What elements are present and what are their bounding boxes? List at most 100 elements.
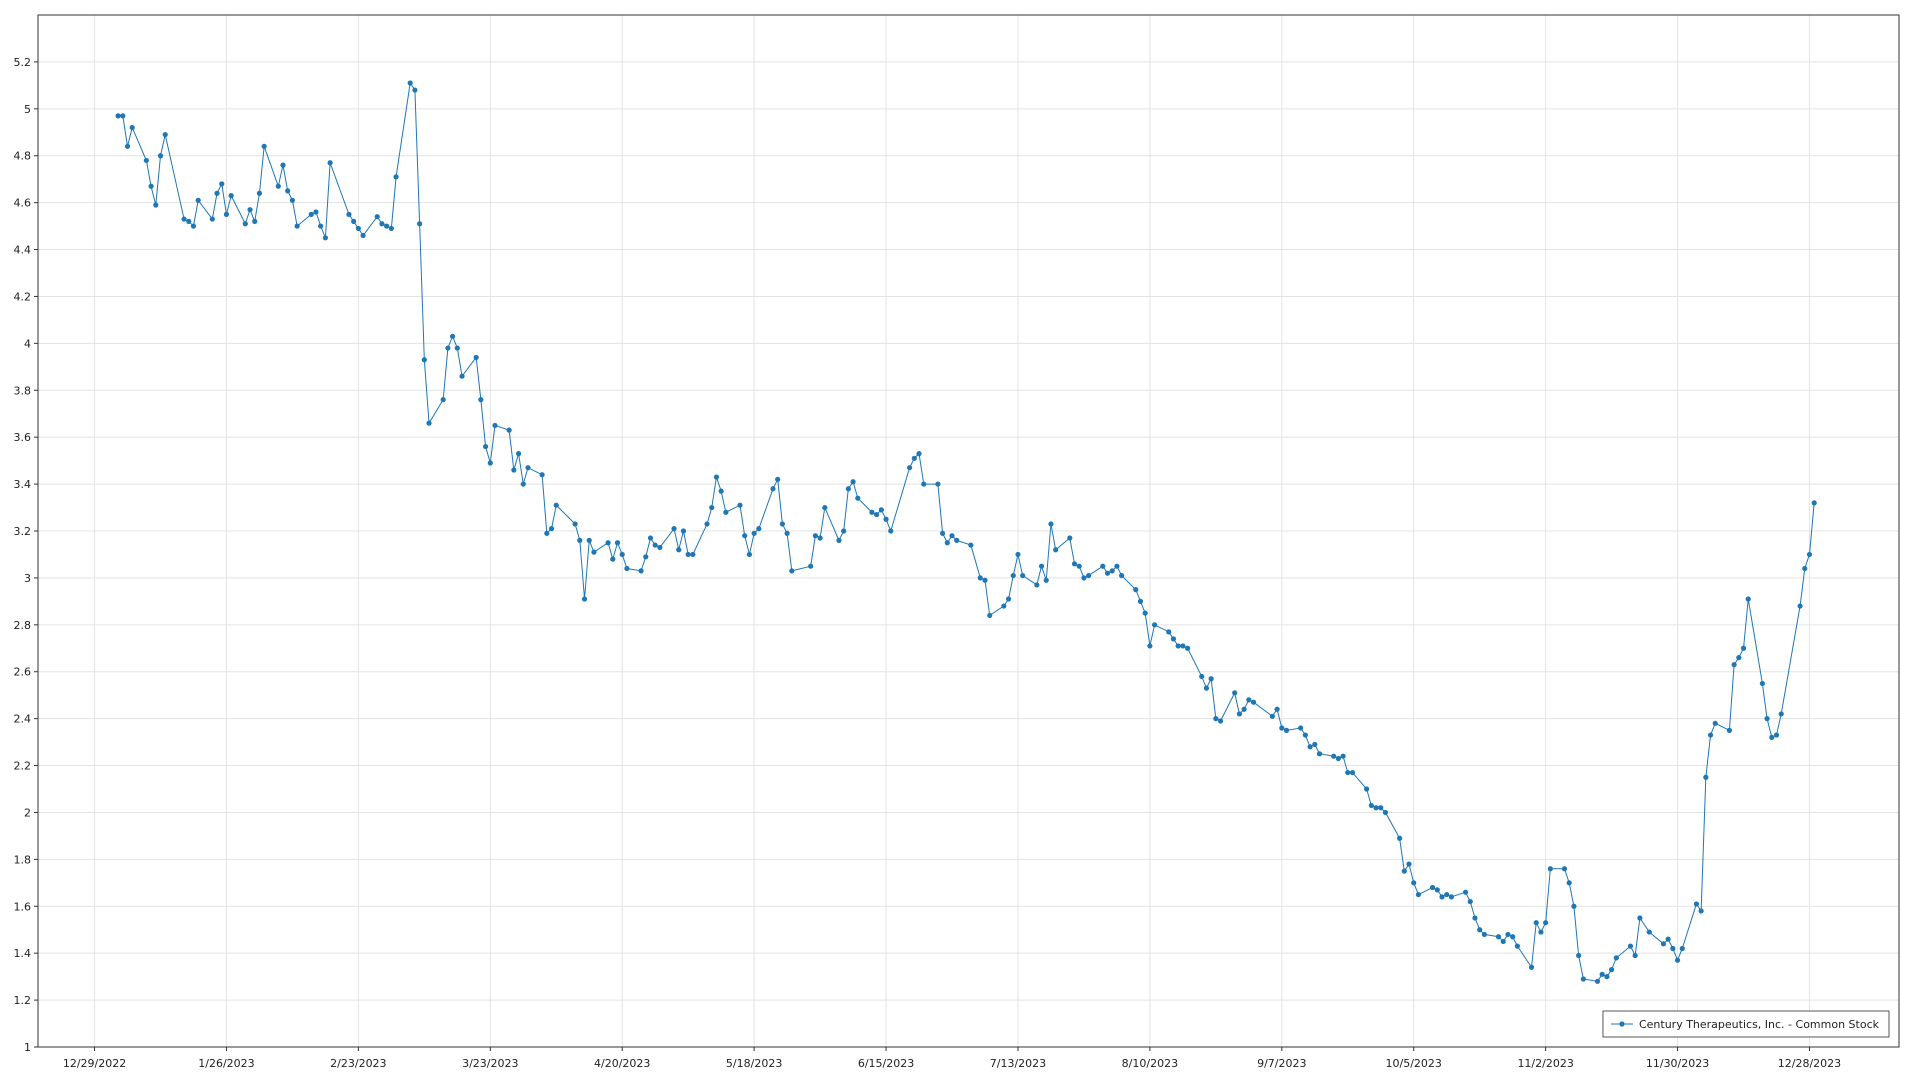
point	[1632, 952, 1638, 959]
point	[921, 481, 927, 487]
point	[1712, 720, 1718, 726]
point	[1034, 582, 1040, 588]
point	[440, 397, 446, 403]
point	[1580, 976, 1586, 982]
point	[812, 533, 818, 539]
y-tick-label: 2.8	[14, 619, 32, 632]
point	[351, 218, 357, 224]
y-tick-label: 4.6	[14, 197, 32, 210]
point	[713, 474, 720, 480]
point	[789, 568, 795, 574]
point	[1707, 732, 1714, 738]
point	[1048, 521, 1054, 527]
point	[1081, 575, 1087, 581]
point	[1015, 551, 1021, 558]
x-tick-label: 7/13/2023	[990, 1057, 1046, 1070]
point	[426, 420, 432, 426]
point	[1166, 629, 1172, 635]
x-tick-label: 10/5/2023	[1386, 1057, 1442, 1070]
x-tick-label: 2/23/2023	[330, 1057, 386, 1070]
point	[1406, 861, 1412, 867]
point	[355, 225, 361, 232]
point	[1133, 587, 1139, 593]
x-tick-label: 12/28/2023	[1778, 1057, 1841, 1070]
point	[1604, 974, 1610, 980]
point	[1740, 645, 1747, 651]
point	[539, 472, 545, 478]
point	[1415, 891, 1422, 898]
point	[1152, 622, 1158, 628]
point	[1250, 699, 1257, 705]
point	[228, 193, 234, 199]
point	[1444, 891, 1450, 898]
point	[153, 202, 159, 208]
point	[1147, 643, 1153, 649]
point	[308, 211, 314, 217]
point	[1001, 603, 1007, 609]
point	[1745, 596, 1751, 602]
point	[1660, 941, 1667, 947]
x-tick-label: 6/15/2023	[858, 1057, 914, 1070]
point	[1434, 887, 1440, 893]
point	[742, 533, 748, 539]
point	[384, 223, 390, 229]
point	[1609, 967, 1615, 973]
point	[1797, 603, 1803, 609]
point	[487, 460, 493, 466]
point	[1086, 572, 1092, 579]
point	[515, 451, 522, 457]
point	[318, 223, 324, 229]
point	[643, 554, 649, 560]
point	[553, 502, 559, 508]
point	[1514, 943, 1520, 949]
point	[379, 221, 385, 227]
point	[1778, 711, 1784, 717]
point	[949, 533, 955, 539]
point	[1274, 706, 1280, 712]
point	[572, 521, 578, 527]
point	[1104, 570, 1111, 576]
point	[520, 481, 526, 487]
point	[1759, 680, 1765, 687]
point	[1467, 898, 1473, 905]
point	[614, 540, 621, 546]
point	[907, 465, 913, 471]
point	[280, 162, 286, 168]
point	[412, 87, 418, 93]
point	[1561, 866, 1568, 872]
point	[916, 451, 922, 457]
point	[1538, 929, 1544, 935]
point	[676, 547, 682, 553]
point	[1533, 920, 1539, 926]
y-tick-label: 3.6	[14, 431, 32, 444]
point	[1599, 971, 1605, 977]
point	[718, 488, 724, 494]
point	[704, 521, 710, 527]
x-tick-label: 1/26/2023	[198, 1057, 254, 1070]
point	[454, 345, 460, 351]
point	[129, 124, 135, 131]
y-tick-label: 1.8	[14, 853, 32, 866]
x-tick-label: 12/29/2022	[63, 1057, 126, 1070]
point	[1071, 561, 1078, 567]
point	[256, 190, 263, 196]
point	[1736, 655, 1742, 661]
point	[115, 113, 121, 119]
point	[1180, 643, 1186, 649]
point	[605, 540, 611, 546]
point	[954, 537, 960, 543]
point	[1217, 718, 1224, 724]
point	[746, 551, 753, 558]
point	[285, 188, 291, 194]
point	[883, 516, 889, 522]
point	[195, 197, 201, 203]
point	[1665, 936, 1671, 942]
legend-marker	[1619, 1021, 1625, 1027]
point	[544, 530, 550, 536]
point	[1184, 645, 1191, 651]
y-tick-label: 1.6	[14, 900, 32, 913]
point	[186, 218, 192, 224]
point	[1100, 563, 1106, 569]
point	[181, 216, 187, 222]
point	[450, 333, 456, 339]
